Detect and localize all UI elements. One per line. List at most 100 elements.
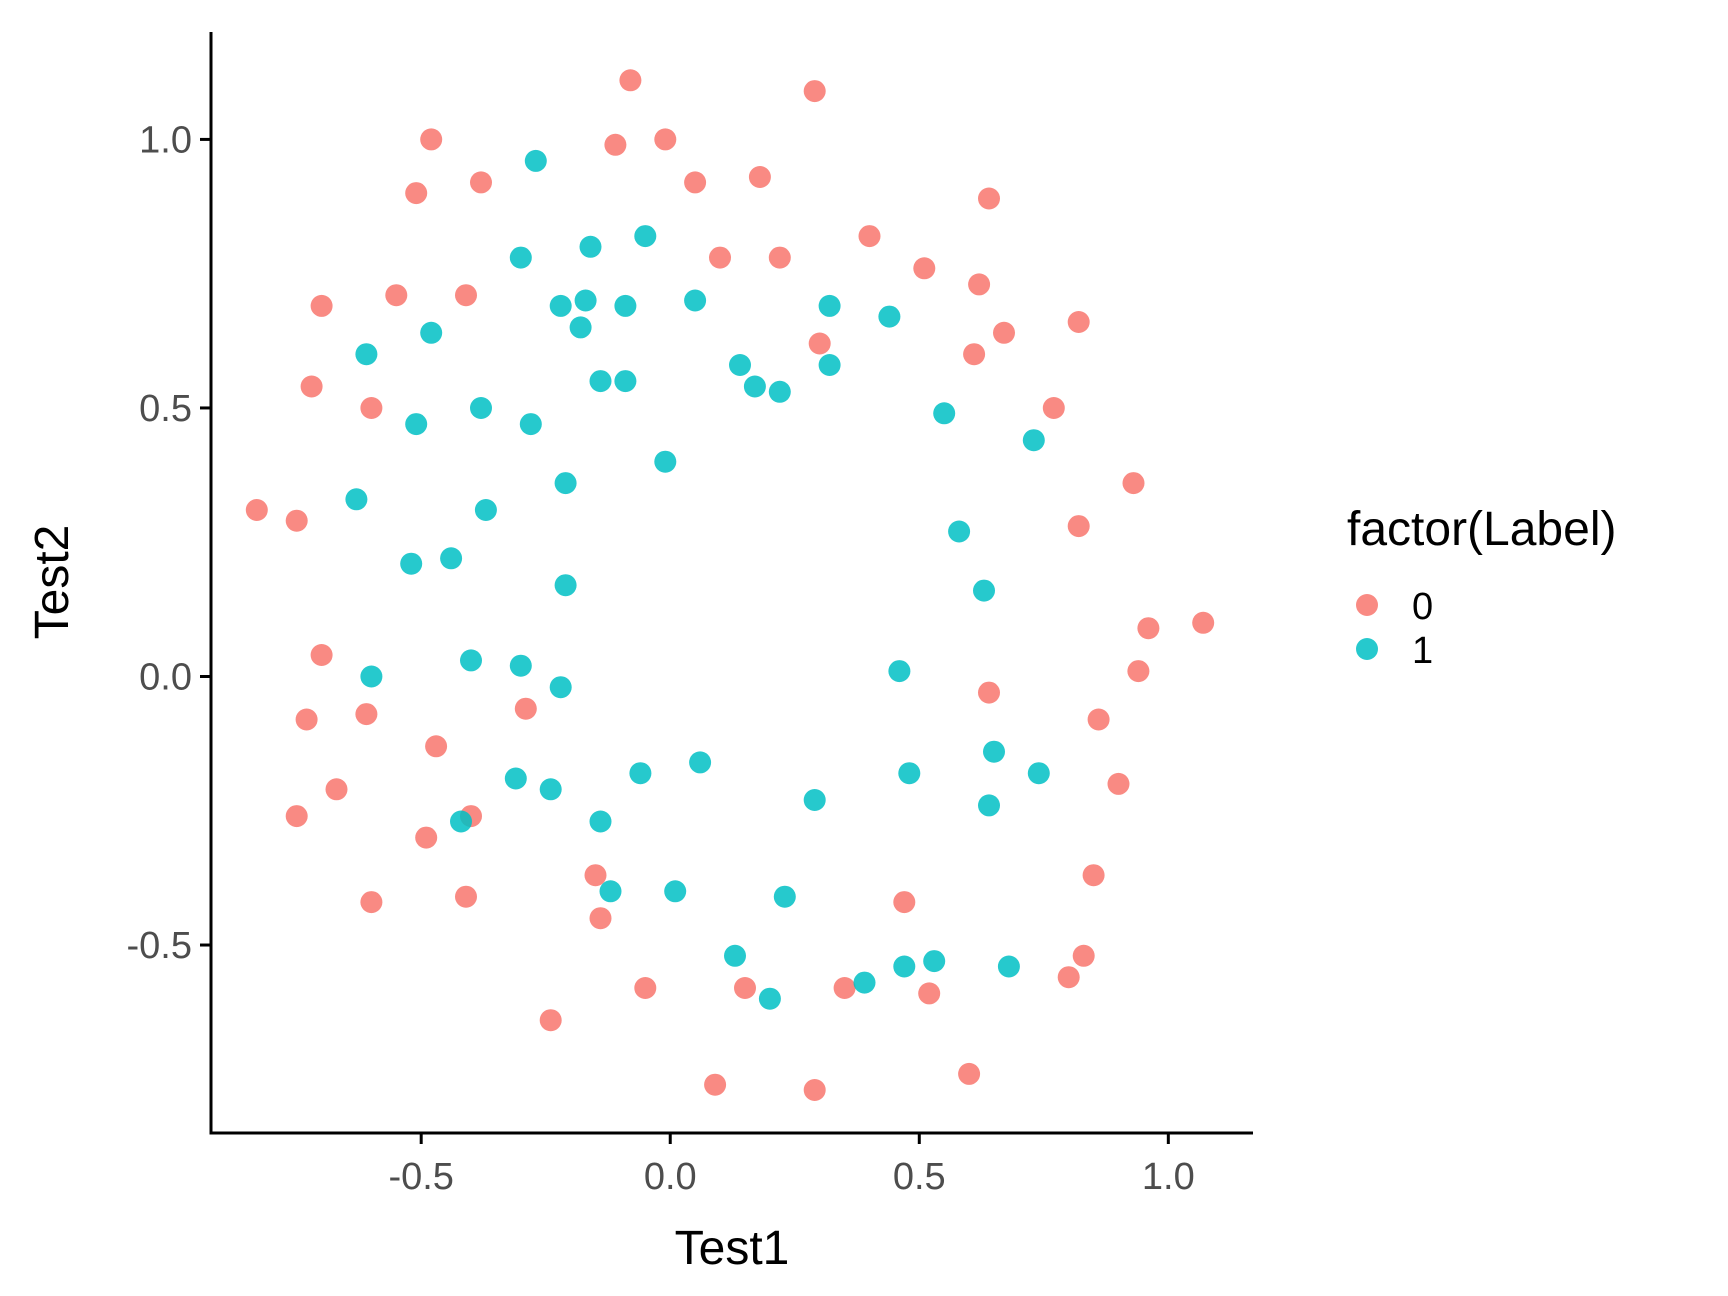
x-tick-label: 1.0	[1142, 1156, 1195, 1198]
data-point-label-1	[440, 547, 463, 570]
data-point-label-0	[355, 703, 378, 726]
data-point-label-1	[743, 375, 766, 398]
data-point-label-0	[709, 246, 731, 269]
data-point-label-1	[684, 289, 707, 312]
data-point-label-0	[808, 332, 831, 355]
data-point-label-0	[539, 1009, 562, 1032]
data-point-label-0	[858, 225, 881, 248]
data-point-label-0	[285, 509, 308, 532]
data-point-label-1	[818, 354, 841, 376]
data-point-label-0	[1082, 864, 1105, 887]
data-point-label-0	[684, 171, 707, 194]
data-point-label-0	[455, 885, 477, 908]
data-point-label-0	[385, 284, 408, 307]
data-point-label-0	[803, 1079, 826, 1101]
data-point-label-1	[933, 402, 956, 425]
data-point-label-0	[654, 128, 677, 151]
data-point-label-1	[898, 762, 921, 785]
data-point-label-1	[614, 370, 637, 393]
data-point-label-0	[833, 977, 856, 999]
data-point-label-0	[514, 697, 537, 720]
data-point-label-1	[589, 370, 612, 393]
data-point-label-0	[619, 69, 642, 92]
data-point-label-0	[893, 891, 916, 914]
data-point-label-1	[569, 316, 592, 339]
data-point-label-0	[604, 133, 627, 156]
data-point-label-1	[355, 343, 378, 366]
y-tick-label: 0.0	[139, 656, 192, 698]
data-point-label-0	[803, 80, 826, 103]
data-point-label-1	[773, 885, 796, 908]
data-point-label-1	[758, 987, 781, 1010]
data-point-label-1	[997, 955, 1020, 978]
data-point-label-0	[245, 499, 268, 521]
data-point-label-0	[285, 805, 308, 828]
data-point-label-0	[415, 826, 438, 849]
x-tick-label: 0.0	[644, 1156, 697, 1198]
data-point-label-1	[450, 810, 472, 833]
data-point-label-0	[470, 171, 492, 194]
data-point-label-0	[589, 907, 612, 930]
data-point-label-0	[455, 284, 477, 307]
y-axis-title: Test2	[26, 525, 79, 640]
data-point-label-0	[295, 708, 318, 731]
data-point-label-1	[549, 676, 572, 699]
legend-key-1	[1356, 638, 1378, 660]
data-point-label-1	[599, 880, 622, 903]
y-axis-ticks: -0.5 0.0 0.5 1.0	[127, 119, 212, 967]
data-point-label-0	[734, 977, 756, 999]
data-point-label-1	[405, 413, 428, 436]
data-point-label-0	[1072, 944, 1095, 967]
data-point-label-1	[400, 552, 423, 575]
legend: factor(Label) 0 1	[1347, 503, 1616, 672]
data-point-label-1	[893, 955, 916, 978]
data-point-label-1	[803, 789, 826, 811]
data-point-label-0	[360, 891, 383, 914]
data-point-label-0	[968, 273, 991, 296]
data-point-label-1	[579, 235, 602, 258]
data-point-label-1	[509, 246, 532, 269]
data-point-label-1	[923, 950, 946, 973]
x-tick-label: 0.5	[893, 1156, 946, 1198]
data-point-label-1	[504, 767, 527, 790]
data-point-label-0	[1042, 397, 1065, 419]
data-point-label-0	[1067, 311, 1090, 333]
data-point-label-1	[973, 579, 995, 602]
data-point-label-0	[704, 1073, 727, 1096]
data-point-label-1	[948, 520, 971, 543]
data-point-label-1	[420, 321, 443, 344]
y-tick-label: 1.0	[139, 119, 192, 161]
data-point-label-0	[963, 343, 986, 366]
data-point-label-1	[589, 810, 612, 833]
data-point-label-1	[978, 794, 1000, 817]
data-point-label-1	[524, 149, 547, 172]
legend-key-0	[1356, 594, 1378, 616]
data-point-label-1	[549, 294, 572, 317]
data-point-label-0	[1107, 772, 1130, 795]
data-point-label-1	[1027, 762, 1050, 785]
data-point-label-1	[768, 380, 791, 403]
legend-title: factor(Label)	[1347, 503, 1616, 556]
data-point-label-1	[554, 472, 577, 495]
data-point-label-0	[1127, 660, 1150, 683]
data-point-label-1	[1022, 429, 1045, 452]
data-point-label-0	[913, 257, 936, 280]
data-point-label-0	[310, 294, 333, 317]
legend-label-1: 1	[1412, 630, 1433, 672]
data-point-label-1	[574, 289, 597, 312]
data-point-label-1	[878, 305, 901, 328]
x-axis-ticks: -0.5 0.0 0.5 1.0	[388, 1133, 1195, 1198]
legend-label-0: 0	[1412, 586, 1433, 628]
data-point-label-1	[818, 294, 841, 317]
data-point-label-0	[425, 735, 448, 758]
data-point-label-1	[345, 488, 368, 511]
data-point-label-1	[614, 294, 637, 317]
data-point-label-1	[689, 751, 712, 774]
data-point-label-1	[654, 450, 677, 473]
y-tick-label: 0.5	[139, 388, 192, 430]
data-point-label-0	[584, 864, 607, 887]
data-point-label-0	[1067, 515, 1090, 538]
data-point-label-1	[664, 880, 687, 903]
